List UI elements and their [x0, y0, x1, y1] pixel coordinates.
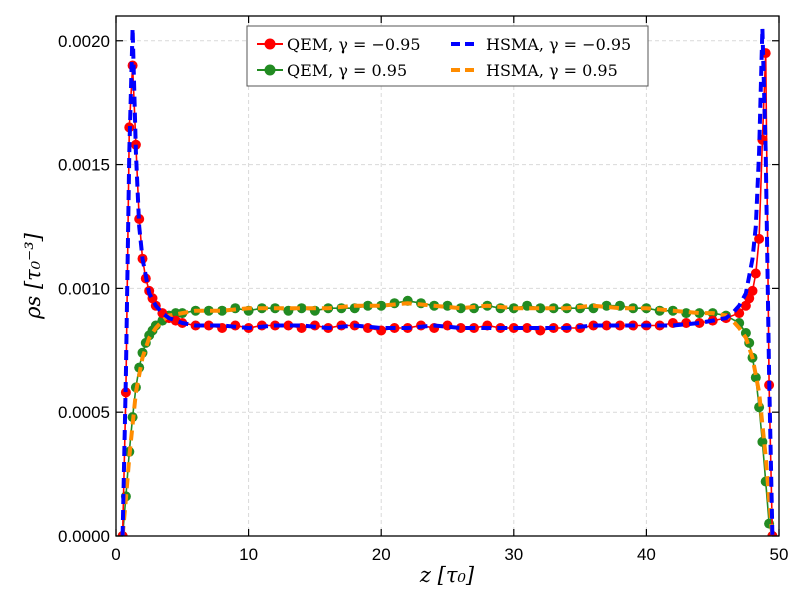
series-0-point-46 — [601, 320, 612, 331]
series-1-point-53 — [694, 308, 705, 319]
legend-box — [246, 25, 649, 87]
series-line-2 — [120, 26, 775, 536]
series-0-point-16 — [203, 320, 214, 331]
series-1-point-52 — [681, 308, 692, 319]
series-0-point-59 — [747, 285, 758, 296]
legend-marker-0 — [264, 38, 276, 50]
series-line-3 — [120, 301, 775, 536]
x-axis-label: z [τ₀] — [419, 563, 475, 587]
x-tick-label-2: 20 — [372, 545, 391, 564]
series-0-point-52 — [681, 318, 692, 328]
legend-entry-2: HSMA, γ = −0.95 — [451, 35, 631, 54]
legend-label-1: QEM, γ = 0.95 — [287, 61, 407, 80]
legend-entry-0: QEM, γ = −0.95 — [257, 35, 421, 54]
y-tick-label-4: 0.0020 — [58, 32, 110, 51]
x-tick-label-3: 30 — [504, 545, 523, 564]
series-1-point-60 — [750, 372, 761, 383]
series-1-point-16 — [203, 305, 214, 316]
y-tick-label-1: 0.0005 — [58, 403, 110, 422]
legend-label-0: QEM, γ = −0.95 — [287, 35, 421, 54]
y-tick-label-0: 0.0000 — [58, 527, 110, 546]
series-0-point-47 — [614, 320, 625, 331]
plot-frame — [115, 15, 780, 537]
tick-labels: 0 10 20 30 40 50 0.0000 0.0005 0.0010 0.0015 0.002… — [58, 32, 788, 564]
series-1-point-35 — [455, 303, 466, 314]
legend-label-3: HSMA, γ = 0.95 — [486, 61, 618, 80]
y-tick-label-2: 0.0010 — [58, 279, 110, 298]
series-1-point-23 — [296, 303, 307, 314]
ticks — [115, 16, 780, 537]
series-1-point-41 — [535, 303, 546, 314]
series-2 — [120, 26, 775, 536]
series-0-point-53 — [694, 318, 705, 328]
plot-area — [117, 26, 778, 536]
series-3 — [120, 301, 775, 536]
x-tick-label-1: 10 — [239, 545, 258, 564]
x-tick-label-0: 0 — [111, 545, 120, 564]
legend-entry-3: HSMA, γ = 0.95 — [451, 61, 618, 80]
legend: QEM, γ = −0.95 QEM, γ = 0.95 HSMA, γ = −… — [246, 25, 649, 87]
legend-marker-1 — [264, 64, 276, 76]
x-tick-label-4: 40 — [637, 545, 656, 564]
series-0-point-60 — [750, 268, 761, 279]
legend-entry-1: QEM, γ = 0.95 — [257, 61, 407, 80]
series-1-point-28 — [362, 300, 373, 311]
series-0-point-61 — [754, 233, 765, 244]
series-0-point-22 — [283, 320, 294, 331]
y-tick-label-3: 0.0015 — [58, 156, 110, 175]
y-axis-label: ρs [τ₀⁻³] — [21, 232, 45, 320]
x-tick-label-5: 50 — [770, 545, 789, 564]
series-1-point-29 — [376, 300, 387, 311]
series-layer — [117, 26, 778, 536]
series-0-point-1 — [120, 387, 131, 398]
series-0-point-35 — [455, 323, 466, 333]
plot-background — [116, 16, 779, 536]
series-0-point-5 — [134, 214, 145, 224]
series-1-point-17 — [217, 305, 228, 316]
legend-label-2: HSMA, γ = −0.95 — [486, 35, 631, 54]
series-0-point-40 — [522, 323, 533, 333]
